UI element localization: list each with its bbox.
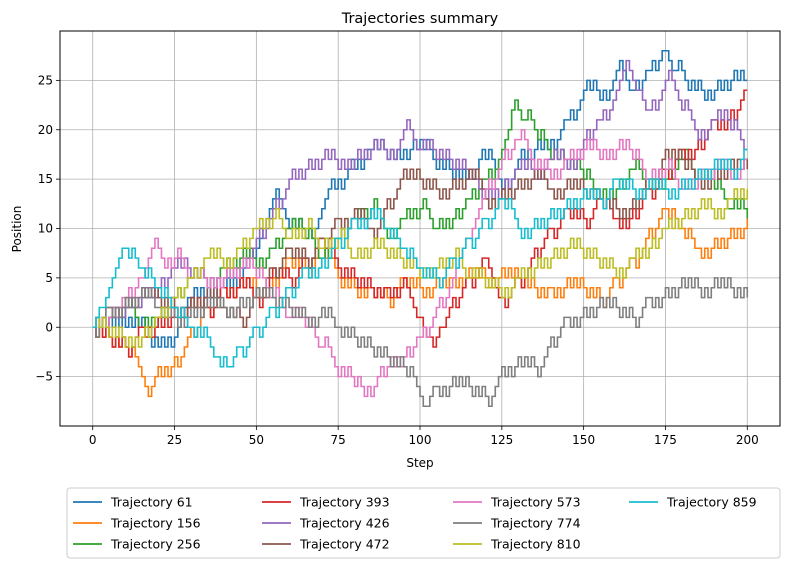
chart-title: Trajectories summary — [341, 11, 499, 27]
legend-label: Trajectory 426 — [299, 516, 390, 531]
legend-label: Trajectory 393 — [299, 495, 390, 510]
x-tick-label: 100 — [409, 433, 432, 447]
series-line-trajectory-774 — [92, 277, 749, 408]
legend: Trajectory 61 Trajectory 156 Trajectory 25… — [66, 487, 781, 559]
legend-label: Trajectory 859 — [666, 495, 757, 510]
x-tick-label: 175 — [654, 433, 677, 447]
legend-item: Trajectory 393 — [262, 495, 390, 510]
y-tick-label: 25 — [38, 73, 53, 87]
y-tick-label: −5 — [35, 370, 53, 384]
x-tick-label: 25 — [167, 433, 182, 447]
x-tick-label: 75 — [331, 433, 346, 447]
x-tick-label: 200 — [736, 433, 759, 447]
legend-label: Trajectory 156 — [110, 516, 201, 531]
legend-label: Trajectory 256 — [110, 537, 201, 552]
axis-ticks: 0 25 50 75 100 125 150 175 200 −5 0 5 10 15 20 25 — [35, 73, 758, 447]
x-axis-label: Step — [406, 456, 433, 470]
x-tick-label: 0 — [89, 433, 97, 447]
legend-item: Trajectory 472 — [262, 537, 390, 552]
legend-label: Trajectory 810 — [490, 537, 581, 552]
y-tick-label: 15 — [38, 172, 53, 186]
legend-item: Trajectory 256 — [73, 537, 201, 552]
legend-item: Trajectory 426 — [262, 516, 390, 531]
legend-item: Trajectory 774 — [453, 516, 581, 531]
legend-item: Trajectory 573 — [453, 495, 581, 510]
series-line-trajectory-859 — [92, 148, 748, 368]
x-tick-label: 50 — [249, 433, 264, 447]
y-axis-label: Position — [10, 206, 24, 253]
legend-item: Trajectory 859 — [629, 495, 757, 510]
legend-label: Trajectory 573 — [490, 495, 581, 510]
legend-label: Trajectory 774 — [490, 516, 581, 531]
series-line-trajectory-573 — [92, 128, 748, 398]
y-tick-label: 10 — [38, 222, 53, 236]
y-tick-label: 5 — [45, 271, 53, 285]
legend-frame — [66, 487, 781, 559]
x-tick-label: 125 — [490, 433, 513, 447]
series-lines — [92, 49, 749, 408]
legend-item: Trajectory 810 — [453, 537, 581, 552]
legend-label: Trajectory 61 — [110, 495, 193, 510]
legend-item: Trajectory 61 — [73, 495, 193, 510]
legend-label: Trajectory 472 — [299, 537, 390, 552]
y-tick-label: 20 — [38, 123, 53, 137]
y-tick-label: 0 — [45, 320, 53, 334]
x-tick-label: 150 — [572, 433, 595, 447]
legend-item: Trajectory 156 — [73, 516, 201, 531]
